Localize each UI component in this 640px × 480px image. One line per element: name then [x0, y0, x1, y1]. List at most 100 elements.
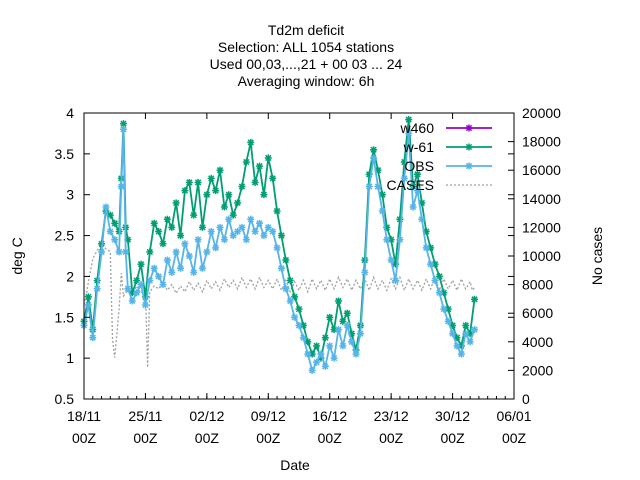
x-tick-label: 06/01	[496, 408, 531, 424]
x-tick-sublabel: 00Z	[441, 430, 466, 446]
x-axis-label: Date	[280, 457, 310, 473]
y2-tick-label: 8000	[522, 277, 553, 293]
data-point	[273, 244, 281, 252]
data-point	[440, 305, 448, 313]
data-point	[238, 223, 246, 231]
data-point	[418, 215, 426, 223]
data-point	[225, 215, 233, 223]
data-point	[225, 191, 233, 199]
data-point	[387, 256, 395, 264]
y-tick-label: 3	[66, 187, 74, 203]
data-point	[146, 277, 154, 285]
data-point	[98, 248, 106, 256]
x-tick-label: 30/12	[435, 408, 470, 424]
legend-item: CASES	[387, 177, 492, 193]
data-point	[405, 116, 413, 124]
data-point	[471, 295, 479, 303]
data-point	[471, 326, 479, 334]
data-point	[313, 342, 321, 350]
x-tick-sublabel: 00Z	[256, 430, 281, 446]
title-line-2: Selection: ALL 1054 stations	[218, 39, 394, 55]
data-point	[462, 321, 470, 329]
data-point	[352, 350, 360, 358]
data-point	[251, 178, 259, 186]
data-point	[435, 289, 443, 297]
data-point	[277, 232, 285, 240]
axes-layer: 0.5 1 1.5 2 2.5 3 3.5 4 0 2000 4000 6000 8000 10000 12…	[55, 105, 562, 446]
y-tick-label: 3.5	[55, 146, 75, 162]
data-point	[334, 326, 342, 334]
data-point	[295, 321, 303, 329]
data-point	[453, 342, 461, 350]
y-tick-label: 2	[66, 268, 74, 284]
data-point	[84, 293, 92, 301]
data-point	[198, 264, 206, 272]
data-point	[396, 236, 404, 244]
y2-tick-label: 0	[522, 391, 530, 407]
y-tick-label: 2.5	[55, 228, 75, 244]
data-point	[334, 297, 342, 305]
data-point	[102, 203, 110, 211]
data-point	[444, 317, 452, 325]
data-point	[106, 227, 114, 235]
data-point	[304, 350, 312, 358]
data-point	[435, 272, 443, 280]
data-point	[150, 264, 158, 272]
data-point	[168, 268, 176, 276]
data-point	[264, 154, 272, 162]
x-tick-label: 25/11	[128, 408, 162, 424]
data-point	[457, 350, 465, 358]
data-point	[449, 330, 457, 338]
data-point	[119, 125, 127, 133]
legend: w460 w-61 OBS CASES	[387, 120, 492, 193]
data-point	[317, 350, 325, 358]
x-tick-sublabel: 00Z	[133, 430, 158, 446]
data-point	[269, 174, 277, 182]
data-point	[238, 183, 246, 191]
data-point	[273, 207, 281, 215]
x-tick-sublabel: 00Z	[72, 430, 97, 446]
data-point	[251, 227, 259, 235]
data-point	[299, 334, 307, 342]
y-axis-label: deg C	[9, 237, 25, 274]
data-point	[378, 207, 386, 215]
data-point	[115, 248, 123, 256]
data-point	[111, 219, 119, 227]
data-point	[220, 236, 228, 244]
series-line	[83, 119, 476, 362]
data-point	[137, 260, 145, 268]
y2-tick-label: 4000	[522, 334, 553, 350]
legend-item: OBS	[404, 158, 492, 174]
y2-tick-label: 12000	[522, 219, 561, 235]
data-point	[194, 236, 202, 244]
data-point	[282, 256, 290, 264]
y-tick-label: 0.5	[55, 391, 75, 407]
data-point	[194, 178, 202, 186]
data-point	[348, 338, 356, 346]
title-line-4: Averaging window: 6h	[238, 73, 375, 89]
data-point	[343, 309, 351, 317]
legend-marker	[465, 124, 473, 132]
data-point	[220, 203, 228, 211]
data-point	[427, 260, 435, 268]
data-point	[365, 183, 373, 191]
data-point	[155, 272, 163, 280]
data-point	[256, 219, 264, 227]
data-point	[168, 223, 176, 231]
data-point	[383, 236, 391, 244]
data-point	[269, 227, 277, 235]
data-point	[117, 183, 125, 191]
data-point	[137, 281, 145, 289]
data-point	[260, 191, 268, 199]
data-point	[89, 334, 97, 342]
data-point	[234, 199, 242, 207]
data-point	[282, 285, 290, 293]
data-point	[177, 264, 185, 272]
x-tick-sublabel: 00Z	[318, 430, 343, 446]
data-point	[431, 277, 439, 285]
y-tick-label: 1.5	[55, 309, 75, 325]
data-point	[321, 334, 329, 342]
data-point	[409, 203, 417, 211]
data-point	[247, 215, 255, 223]
